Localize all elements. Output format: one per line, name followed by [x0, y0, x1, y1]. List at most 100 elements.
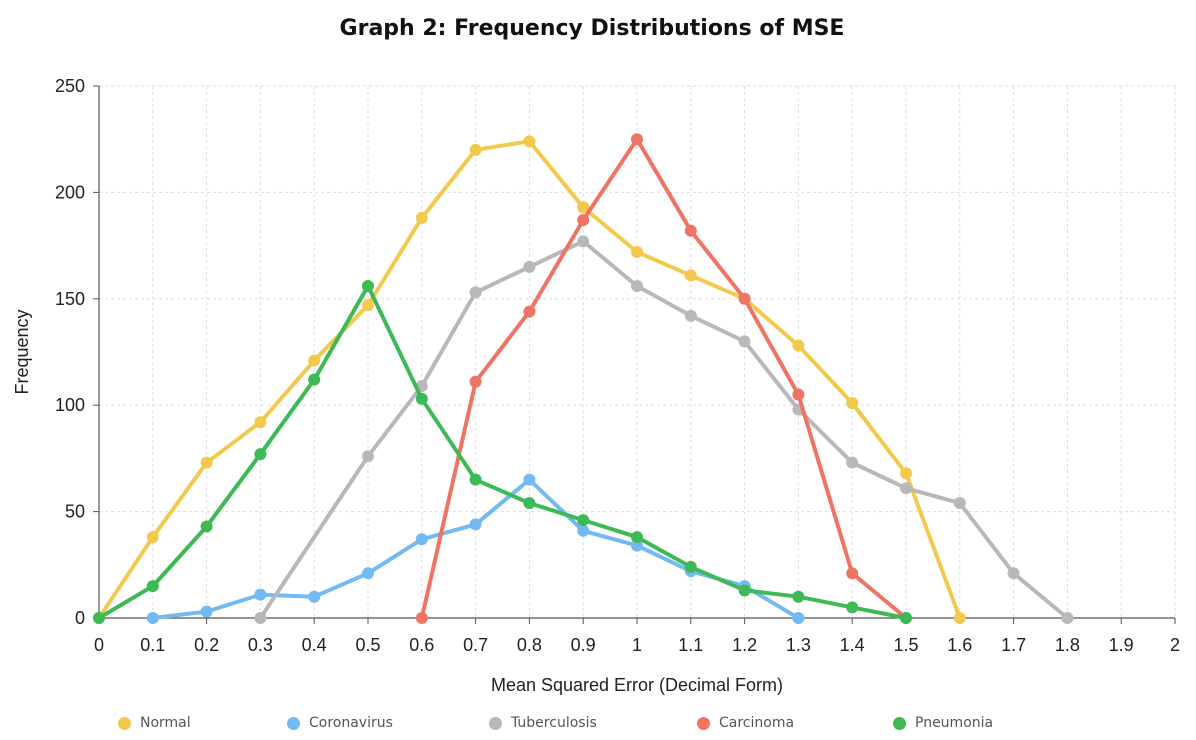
data-point-coronavirus	[200, 605, 213, 618]
data-point-pneumonia	[254, 448, 267, 461]
y-axis-ticks: 0 50 100 150 200 250	[55, 76, 99, 628]
legend-label: Pneumonia	[915, 715, 994, 731]
legend-item-tuberculosis[interactable]: Tuberculosis	[489, 712, 597, 734]
data-point-tuberculosis	[738, 335, 751, 348]
data-point-pneumonia	[684, 560, 697, 573]
x-tick-label: 1.9	[1109, 635, 1134, 655]
data-point-pneumonia	[308, 373, 321, 386]
data-point-pneumonia	[792, 590, 805, 603]
data-point-tuberculosis	[254, 612, 267, 624]
legend-label: Coronavirus	[309, 715, 393, 731]
data-point-pneumonia	[146, 580, 159, 593]
x-tick-label: 1.4	[840, 635, 865, 655]
legend-item-pneumonia[interactable]: Pneumonia	[893, 712, 993, 734]
x-tick-label: 1.2	[732, 635, 757, 655]
data-point-normal	[846, 397, 859, 410]
y-axis-title: Frequency	[12, 309, 32, 394]
legend-label: Normal	[140, 715, 191, 731]
y-tick-label: 200	[55, 182, 85, 202]
data-point-coronavirus	[254, 588, 267, 601]
y-tick-label: 0	[75, 608, 85, 628]
legend-marker-icon	[489, 716, 502, 730]
data-point-carcinoma	[738, 292, 751, 305]
x-tick-label: 0.3	[248, 635, 273, 655]
data-point-carcinoma	[631, 133, 643, 146]
data-point-pneumonia	[362, 280, 374, 293]
data-point-pneumonia	[415, 392, 428, 405]
data-point-tuberculosis	[900, 482, 912, 495]
series-pneumonia	[93, 280, 912, 624]
series-line-tuberculosis	[258, 239, 1070, 620]
grid-lines	[99, 85, 1176, 618]
legend-label: Tuberculosis	[511, 715, 597, 731]
data-point-coronavirus	[415, 533, 428, 546]
data-point-coronavirus	[146, 612, 159, 624]
data-point-normal	[900, 467, 912, 480]
data-point-normal	[631, 245, 643, 258]
data-point-normal	[577, 201, 590, 214]
legend-item-coronavirus[interactable]: Coronavirus	[287, 712, 393, 734]
y-tick-label: 50	[65, 502, 85, 522]
data-point-pneumonia	[577, 514, 590, 527]
x-tick-label: 0	[94, 635, 104, 655]
data-point-tuberculosis	[1007, 567, 1020, 580]
x-tick-label: 0.7	[463, 635, 488, 655]
x-tick-label: 0.8	[517, 635, 542, 655]
data-point-tuberculosis	[684, 309, 697, 322]
data-point-carcinoma	[523, 305, 536, 318]
data-point-normal	[308, 354, 321, 367]
data-point-tuberculosis	[523, 260, 536, 273]
line-chart: 0 0.1 0.2 0.3 0.4 0.5 0.6 0.7 0.8 0.9 1 1.1 1.2 1.3 1.…	[12, 76, 1180, 695]
legend-marker-icon	[118, 716, 131, 730]
data-point-normal	[523, 135, 536, 148]
data-point-coronavirus	[362, 567, 374, 580]
data-point-carcinoma	[684, 224, 697, 237]
data-point-tuberculosis	[953, 497, 966, 510]
data-point-carcinoma	[577, 214, 590, 227]
data-point-normal	[200, 456, 213, 469]
series-line-pneumonia	[97, 284, 908, 620]
x-tick-label: 0.6	[409, 635, 434, 655]
x-axis-ticks: 0 0.1 0.2 0.3 0.4 0.5 0.6 0.7 0.8 0.9 1 1.1 1.2 1.3 1.…	[94, 618, 1180, 655]
legend: Normal Coronavirus Tuberculosis Carcinoma Pn…	[0, 712, 1196, 734]
legend-item-normal[interactable]: Normal	[118, 712, 191, 734]
data-point-carcinoma	[469, 375, 482, 388]
data-point-carcinoma	[792, 388, 805, 401]
x-tick-label: 1.8	[1055, 635, 1080, 655]
x-tick-label: 0.5	[355, 635, 380, 655]
data-point-normal	[469, 143, 482, 156]
legend-marker-icon	[893, 716, 906, 730]
data-point-pneumonia	[846, 601, 859, 614]
data-point-coronavirus	[523, 473, 536, 486]
x-tick-label: 1.1	[678, 635, 703, 655]
legend-marker-icon	[287, 716, 300, 730]
data-point-tuberculosis	[1061, 612, 1074, 624]
data-point-normal	[684, 269, 697, 282]
legend-marker-icon	[697, 716, 710, 730]
series-line-carcinoma	[419, 137, 908, 620]
x-axis-title: Mean Squared Error (Decimal Form)	[491, 675, 783, 695]
data-point-pneumonia	[469, 473, 482, 486]
data-point-pneumonia	[93, 612, 105, 624]
x-tick-label: 1.7	[1001, 635, 1026, 655]
chart-title: Graph 2: Frequency Distributions of MSE	[339, 16, 845, 41]
data-point-normal	[953, 612, 966, 624]
data-point-coronavirus	[792, 612, 805, 624]
y-tick-label: 250	[55, 76, 85, 96]
data-point-carcinoma	[846, 567, 859, 580]
x-tick-label: 1.5	[893, 635, 918, 655]
x-tick-label: 1	[632, 635, 642, 655]
series-normal	[93, 135, 966, 624]
x-tick-label: 0.1	[140, 635, 165, 655]
x-tick-label: 0.9	[571, 635, 596, 655]
x-tick-label: 2	[1170, 635, 1180, 655]
x-tick-label: 0.4	[302, 635, 327, 655]
y-tick-label: 150	[55, 289, 85, 309]
data-point-tuberculosis	[577, 235, 590, 248]
data-point-pneumonia	[200, 520, 213, 533]
data-point-tuberculosis	[362, 450, 374, 463]
data-point-tuberculosis	[846, 456, 859, 469]
legend-item-carcinoma[interactable]: Carcinoma	[697, 712, 794, 734]
data-point-normal	[415, 211, 428, 224]
data-point-coronavirus	[577, 524, 590, 537]
